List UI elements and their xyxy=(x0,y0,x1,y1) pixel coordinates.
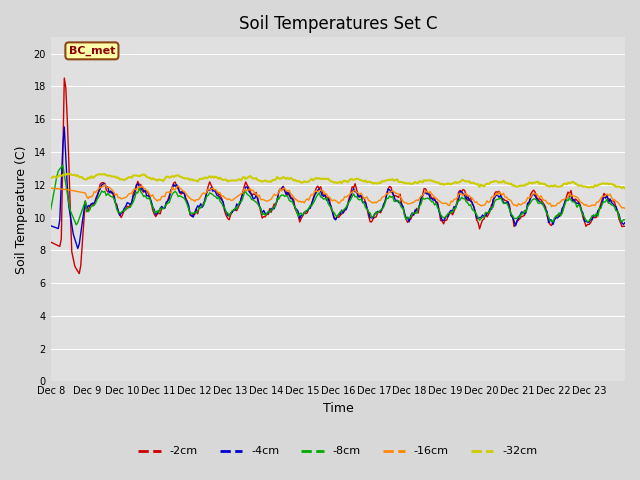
Text: BC_met: BC_met xyxy=(68,46,115,56)
Title: Soil Temperatures Set C: Soil Temperatures Set C xyxy=(239,15,437,33)
Legend: -2cm, -4cm, -8cm, -16cm, -32cm: -2cm, -4cm, -8cm, -16cm, -32cm xyxy=(134,442,542,461)
Y-axis label: Soil Temperature (C): Soil Temperature (C) xyxy=(15,145,28,274)
X-axis label: Time: Time xyxy=(323,402,353,415)
